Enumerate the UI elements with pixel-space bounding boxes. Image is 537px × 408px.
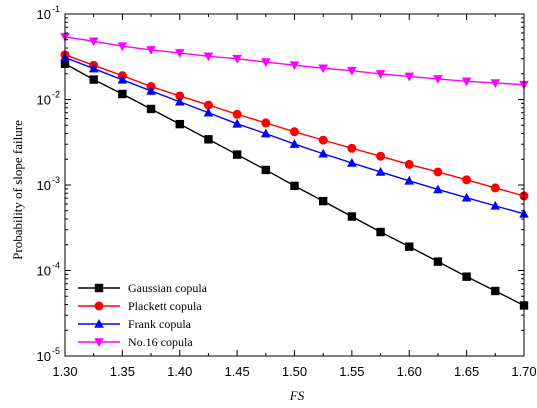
data-point bbox=[318, 135, 328, 145]
data-point bbox=[404, 159, 414, 169]
data-point bbox=[204, 135, 213, 144]
data-point bbox=[261, 58, 271, 68]
x-tick-label: 1.30 bbox=[52, 364, 77, 379]
data-point bbox=[232, 118, 242, 128]
data-point bbox=[318, 196, 328, 206]
legend-entry: Gaussian copula bbox=[78, 281, 208, 295]
y-tick-label: 10 bbox=[37, 264, 51, 279]
data-point bbox=[174, 49, 185, 58]
data-point bbox=[175, 119, 184, 129]
legend-entry: Frank copula bbox=[78, 317, 192, 331]
data-point bbox=[491, 286, 500, 296]
legend-label: Frank copula bbox=[128, 317, 192, 331]
data-point bbox=[289, 139, 300, 148]
data-point bbox=[405, 242, 414, 251]
data-point bbox=[318, 148, 328, 158]
data-point bbox=[347, 212, 357, 221]
data-point bbox=[146, 46, 156, 55]
y-tick-exponent: -1 bbox=[52, 4, 60, 14]
x-tick-label: 1.70 bbox=[511, 364, 536, 379]
x-tick-label: 1.60 bbox=[397, 364, 422, 379]
data-point bbox=[118, 89, 127, 99]
legend-marker bbox=[94, 319, 104, 328]
legend-marker bbox=[94, 338, 104, 347]
legend-marker bbox=[94, 301, 104, 311]
data-point bbox=[376, 227, 385, 237]
data-point bbox=[289, 61, 300, 71]
data-point bbox=[232, 54, 242, 64]
legend: Gaussian copula Plackett copula Frank copu… bbox=[78, 281, 208, 349]
data-point bbox=[203, 52, 214, 62]
data-point bbox=[376, 151, 386, 161]
data-point bbox=[404, 72, 415, 82]
legend-label: No.16 copula bbox=[128, 335, 193, 349]
data-point bbox=[146, 104, 156, 114]
data-point bbox=[433, 257, 443, 266]
y-tick-exponent: -5 bbox=[52, 346, 60, 356]
y-tick-exponent: -4 bbox=[52, 261, 60, 271]
x-tick-label: 1.40 bbox=[167, 364, 192, 379]
data-point bbox=[175, 91, 185, 101]
series-line bbox=[64, 36, 525, 86]
y-tick-exponent: -2 bbox=[52, 90, 60, 100]
series-line bbox=[64, 54, 525, 197]
data-point bbox=[461, 77, 472, 87]
data-point bbox=[261, 118, 271, 128]
data-point bbox=[261, 165, 271, 175]
data-point bbox=[174, 96, 185, 106]
data-point bbox=[490, 200, 501, 210]
data-point bbox=[146, 85, 156, 95]
legend-marker bbox=[94, 283, 104, 293]
data-point bbox=[433, 184, 443, 194]
x-tick-label: 1.50 bbox=[282, 364, 307, 379]
x-tick-label: 1.45 bbox=[224, 364, 249, 379]
y-tick-label: 10 bbox=[37, 349, 51, 364]
data-point bbox=[490, 79, 501, 88]
data-point bbox=[347, 143, 357, 153]
data-point bbox=[404, 175, 415, 185]
data-point bbox=[290, 181, 299, 191]
data-point bbox=[232, 150, 242, 159]
data-point bbox=[290, 127, 299, 137]
data-point bbox=[433, 75, 443, 84]
data-point bbox=[462, 272, 471, 281]
data-point bbox=[232, 109, 242, 119]
data-point bbox=[490, 183, 500, 193]
y-axis-title: Probability of slope failure bbox=[10, 120, 25, 260]
data-point bbox=[203, 100, 213, 110]
y-tick-label: 10 bbox=[37, 178, 51, 193]
data-point bbox=[375, 70, 386, 79]
data-point bbox=[433, 167, 443, 177]
legend-entry: No.16 copula bbox=[78, 335, 193, 349]
data-point bbox=[347, 157, 357, 167]
y-tick-label: 10 bbox=[37, 93, 51, 108]
data-point bbox=[88, 37, 99, 47]
x-tick-label: 1.55 bbox=[339, 364, 364, 379]
data-point bbox=[347, 66, 357, 76]
series-plackett-copula bbox=[60, 50, 529, 201]
series-layer bbox=[60, 33, 529, 310]
x-tick-label: 1.65 bbox=[454, 364, 479, 379]
series-gaussian-copula bbox=[60, 59, 529, 310]
legend-label: Plackett copula bbox=[128, 299, 202, 313]
data-point bbox=[203, 107, 214, 117]
x-tick-label: 1.35 bbox=[110, 364, 135, 379]
series-no-16-copula bbox=[60, 33, 529, 90]
y-tick-exponent: -3 bbox=[52, 175, 60, 185]
legend-label: Gaussian copula bbox=[128, 281, 208, 295]
x-axis-title: FS bbox=[289, 388, 305, 403]
data-point bbox=[462, 175, 472, 185]
legend-entry: Plackett copula bbox=[78, 299, 202, 313]
data-point bbox=[88, 63, 99, 73]
data-point bbox=[375, 166, 386, 176]
data-point bbox=[261, 128, 271, 138]
data-point bbox=[117, 42, 128, 52]
data-point bbox=[89, 75, 98, 84]
data-point bbox=[461, 192, 472, 202]
data-point bbox=[117, 74, 128, 84]
data-point bbox=[318, 64, 328, 74]
y-tick-label: 10 bbox=[37, 7, 51, 22]
